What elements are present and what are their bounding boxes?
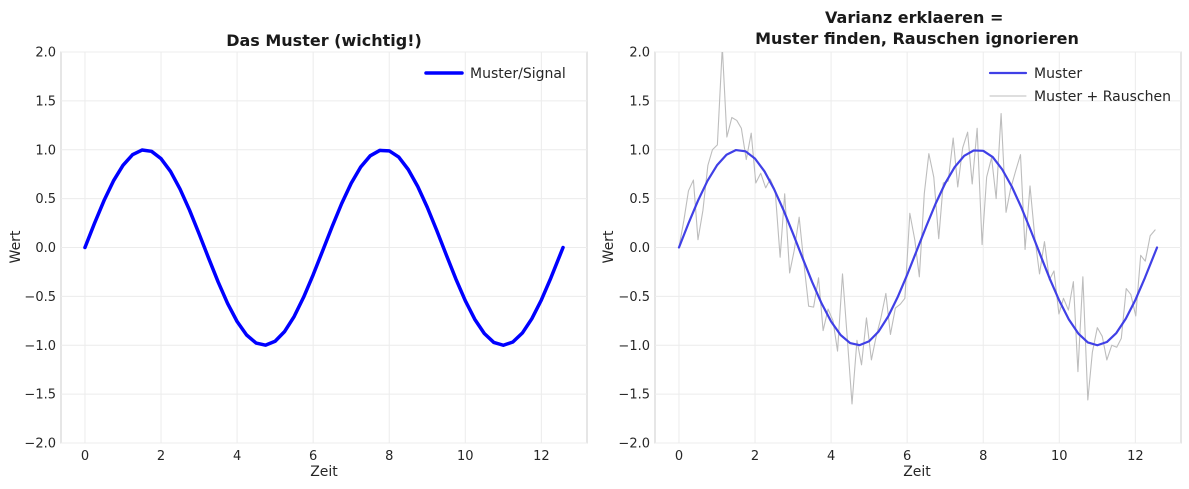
x-tick-label: 10 [1051, 449, 1068, 464]
legend-label: Muster/Signal [470, 66, 566, 82]
series-layer-right [677, 52, 1159, 405]
y-tick-label: −1.5 [24, 388, 56, 403]
x-tick-label: 2 [157, 449, 165, 464]
x-axis-label-left: Zeit [310, 464, 338, 480]
chart-panel-left: 0 2 4 6 8 10 12 −2.0 −1.5 −1.0 −0.5 0.0 0.5 1.0 1.5 2.0… [8, 31, 588, 480]
series-line-muster-signal [83, 148, 565, 347]
y-tick-label: 1.0 [35, 143, 56, 158]
series-line-muster [677, 148, 1159, 347]
x-tick-label: 2 [751, 449, 759, 464]
y-tick-label: 0.0 [35, 241, 56, 256]
y-tick-label: 1.0 [629, 143, 650, 158]
y-tick-label: −0.5 [618, 290, 650, 305]
y-tick-label: −2.0 [618, 437, 650, 452]
x-axis-label-right: Zeit [903, 464, 931, 480]
y-axis-label-left: Wert [8, 230, 24, 263]
x-tick-label: 10 [457, 449, 474, 464]
chart-panel-right: 0 2 4 6 8 10 12 −2.0 −1.5 −1.0 −0.5 0.0 0.5 1.0 1.5 2.0… [601, 8, 1182, 480]
y-tick-label: 0.0 [629, 241, 650, 256]
legend-right: Muster Muster + Rauschen [988, 66, 1171, 105]
y-tick-label: 1.5 [35, 94, 56, 109]
y-tick-label: −2.0 [24, 437, 56, 452]
x-tick-label: 12 [533, 449, 550, 464]
y-tick-label: 2.0 [629, 46, 650, 61]
y-tick-label: −1.0 [618, 339, 650, 354]
x-tick-label: 8 [979, 449, 987, 464]
chart-title-left: Das Muster (wichtig!) [226, 31, 422, 50]
series-line-muster-rauschen [678, 52, 1156, 405]
y-tick-label: −0.5 [24, 290, 56, 305]
y-tick-label: −1.5 [618, 388, 650, 403]
x-tick-label: 4 [827, 449, 835, 464]
legend-label: Muster [1034, 66, 1082, 82]
y-tick-label: 0.5 [629, 192, 650, 207]
series-layer-left [83, 148, 565, 347]
y-tick-label: 2.0 [35, 46, 56, 61]
legend-label: Muster + Rauschen [1034, 89, 1171, 105]
x-tick-label: 6 [903, 449, 911, 464]
chart-title-right-line-2: Muster finden, Rauschen ignorieren [755, 29, 1079, 48]
chart-title-right-line-1: Varianz erklaeren = [825, 8, 1003, 27]
y-tick-label: −1.0 [24, 339, 56, 354]
x-tick-label: 0 [81, 449, 89, 464]
chart-title-right: Varianz erklaeren = Muster finden, Rausc… [755, 8, 1079, 48]
x-tick-label: 4 [233, 449, 241, 464]
y-axis-label-right: Wert [601, 230, 617, 263]
y-tick-label: 1.5 [629, 94, 650, 109]
ticks-right: 0 2 4 6 8 10 12 −2.0 −1.5 −1.0 −0.5 0.0 0.5 1.0 1.5 2.0 [618, 46, 1143, 465]
x-tick-label: 12 [1127, 449, 1144, 464]
x-tick-label: 0 [675, 449, 683, 464]
y-tick-label: 0.5 [35, 192, 56, 207]
legend-left: Muster/Signal [424, 66, 566, 82]
x-tick-label: 6 [309, 449, 317, 464]
ticks-left: 0 2 4 6 8 10 12 −2.0 −1.5 −1.0 −0.5 0.0 0.5 1.0 1.5 2.0 [24, 46, 549, 465]
x-tick-label: 8 [385, 449, 393, 464]
